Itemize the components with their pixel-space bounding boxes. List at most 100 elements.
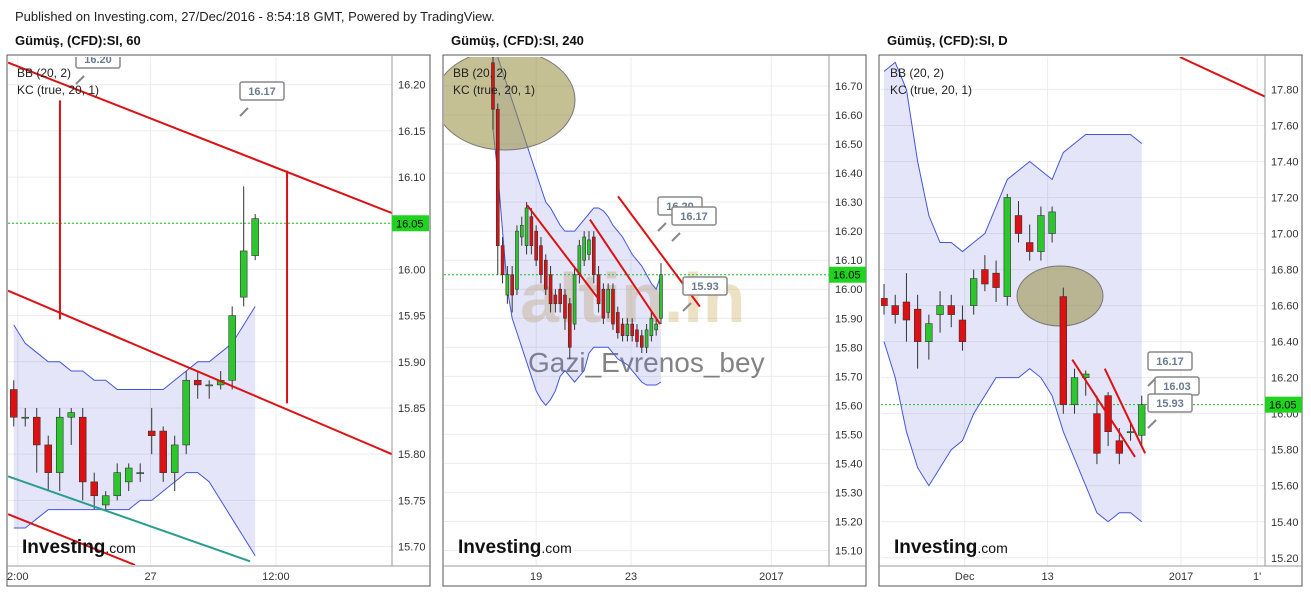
candle-body bbox=[1037, 215, 1045, 252]
indicator-label: BB (20, 2) bbox=[17, 66, 71, 80]
logo-suffix: .com bbox=[541, 540, 571, 556]
candle-body bbox=[1093, 413, 1101, 454]
candle-body bbox=[67, 412, 75, 418]
y-tick-label: 15.20 bbox=[835, 516, 863, 528]
candle-body bbox=[567, 303, 572, 348]
candle-body bbox=[491, 62, 495, 110]
y-tick-label: 16.60 bbox=[1271, 301, 1299, 313]
y-tick-label: 15.10 bbox=[835, 545, 863, 557]
y-tick-label: 15.40 bbox=[835, 458, 863, 470]
y-tick-label: 15.90 bbox=[398, 357, 426, 369]
y-tick-label: 15.80 bbox=[1271, 445, 1299, 457]
header: Published on Investing.com, 27/Dec/2016 … bbox=[15, 9, 495, 24]
candle-body bbox=[558, 288, 562, 305]
band-line bbox=[883, 341, 1143, 523]
y-tick-label: 15.30 bbox=[835, 487, 863, 499]
band-line bbox=[883, 61, 1143, 253]
plot-area: 16.20 16.17 bbox=[8, 57, 392, 565]
candle-body bbox=[1115, 440, 1123, 454]
band-area bbox=[13, 306, 256, 556]
callout-pointer bbox=[671, 232, 681, 242]
band-line bbox=[13, 306, 256, 391]
y-tick-label: 15.80 bbox=[398, 449, 426, 461]
candle-body bbox=[881, 298, 888, 306]
candle-body bbox=[124, 467, 133, 483]
y-tick-label: 15.85 bbox=[398, 403, 426, 415]
last-price-tag bbox=[1265, 396, 1302, 413]
y-tick-label: 16.80 bbox=[1271, 265, 1299, 277]
y-tick-label: 16.10 bbox=[835, 255, 863, 267]
candle-body bbox=[78, 416, 87, 483]
candle-body bbox=[193, 379, 202, 386]
candle-body bbox=[534, 230, 538, 261]
candle-body bbox=[611, 288, 615, 325]
candle-body bbox=[606, 288, 610, 313]
y-tick-label: 15.60 bbox=[835, 400, 863, 412]
callout-pointer bbox=[682, 302, 692, 312]
y-tick-label: 16.20 bbox=[1271, 373, 1299, 385]
trendline bbox=[8, 513, 136, 565]
candle-body bbox=[947, 305, 955, 315]
trendline bbox=[1179, 57, 1265, 98]
highlight-ellipse bbox=[444, 57, 576, 151]
callout-label: 16.17 bbox=[1156, 356, 1184, 368]
indicator-label: KC (true, 20, 1) bbox=[890, 83, 972, 97]
candle-body bbox=[913, 308, 922, 342]
indicator-label: KC (true, 20, 1) bbox=[453, 83, 535, 97]
callout-pointer bbox=[1147, 419, 1157, 429]
candle-body bbox=[529, 216, 534, 246]
y-tick-label: 16.60 bbox=[835, 110, 863, 122]
candle-body bbox=[596, 274, 601, 305]
candle-body bbox=[1138, 404, 1146, 436]
plot-area: 16.17 16.03 15.93 bbox=[881, 57, 1265, 565]
y-tick-label: 15.80 bbox=[835, 342, 863, 354]
trendline bbox=[8, 289, 392, 456]
candle-body bbox=[1014, 215, 1023, 234]
candle-body bbox=[228, 315, 236, 381]
x-tick-label: 12:00 bbox=[262, 571, 290, 583]
candle-body bbox=[992, 272, 1000, 288]
y-tick-label: 16.30 bbox=[835, 197, 863, 209]
logo-brand: Investing bbox=[458, 537, 541, 558]
x-tick-label: 23 bbox=[625, 571, 637, 583]
band-line bbox=[492, 129, 662, 407]
trendline bbox=[589, 219, 661, 325]
callout-box bbox=[671, 206, 717, 226]
callout-label: 16.03 bbox=[1163, 381, 1191, 393]
candle-body bbox=[32, 416, 41, 446]
y-tick-label: 15.20 bbox=[1271, 553, 1299, 565]
y-tick-label: 16.10 bbox=[398, 172, 426, 184]
candle-body bbox=[1026, 242, 1034, 252]
y-tick-label: 17.60 bbox=[1271, 120, 1299, 132]
y-tick-label: 15.90 bbox=[835, 313, 863, 325]
candle-body bbox=[44, 444, 52, 473]
logo-suffix: .com bbox=[105, 540, 135, 556]
last-price-tag bbox=[829, 266, 866, 283]
candle-body bbox=[182, 379, 190, 446]
candle-body bbox=[113, 472, 121, 497]
candle-body bbox=[1070, 377, 1079, 405]
candle-body bbox=[9, 389, 18, 418]
candle-body bbox=[925, 323, 933, 342]
candle-body bbox=[582, 236, 586, 261]
logo-suffix: .com bbox=[977, 540, 1007, 556]
chart-title: Gümüş, (CFD):SI, 60 bbox=[15, 33, 141, 48]
y-tick-label: 15.70 bbox=[835, 371, 863, 383]
candle-body bbox=[90, 481, 98, 497]
y-tick-label: 17.80 bbox=[1271, 84, 1299, 96]
y-tick-label: 16.50 bbox=[835, 139, 863, 151]
y-tick-label: 15.50 bbox=[835, 429, 863, 441]
candle-body bbox=[572, 274, 577, 325]
indicator-label: KC (true, 20, 1) bbox=[17, 83, 99, 97]
candle-body bbox=[591, 236, 596, 276]
indicator-label: BB (20, 2) bbox=[453, 66, 507, 80]
y-tick-label: 16.15 bbox=[398, 126, 426, 138]
candle-body bbox=[505, 274, 510, 296]
logo-brand: Investing bbox=[22, 537, 105, 558]
y-tick-label: 15.75 bbox=[398, 495, 426, 507]
x-tick-label: Dec bbox=[955, 571, 975, 583]
y-tick-label: 15.60 bbox=[1271, 481, 1299, 493]
trendline bbox=[8, 61, 392, 215]
band-line bbox=[13, 472, 256, 557]
